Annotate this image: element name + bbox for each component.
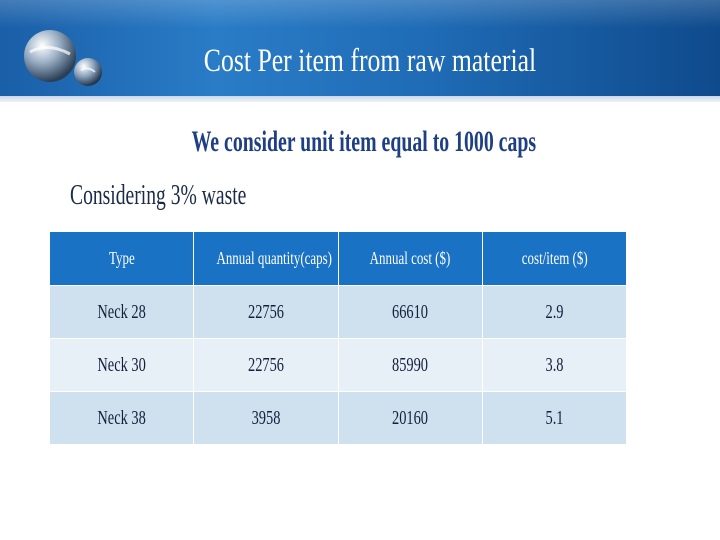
header-divider xyxy=(0,96,720,102)
header-annual-cost: Annual cost ($) xyxy=(337,231,483,286)
slide-subtitle: We consider unit item equal to 1000 caps xyxy=(191,125,537,158)
page-title: Cost Per item from raw material xyxy=(203,43,537,79)
cell-quantity: 22756 xyxy=(193,338,339,392)
waste-note: Considering 3% waste xyxy=(70,180,247,211)
cost-table: Type Annual quantity(caps) Annual cost (… xyxy=(48,231,628,445)
table-row: Neck 28 22756 66610 2.9 xyxy=(48,285,628,339)
header-annual-quantity: Annual quantity(caps) xyxy=(193,231,339,286)
cell-quantity: 3958 xyxy=(193,391,339,445)
cell-cost-per-item: 5.1 xyxy=(481,391,628,445)
cell-cost: 20160 xyxy=(337,391,483,445)
table-header-row: Type Annual quantity(caps) Annual cost (… xyxy=(48,231,628,286)
cell-cost: 66610 xyxy=(337,285,483,339)
cell-type: Neck 38 xyxy=(48,391,195,445)
cell-cost-per-item: 2.9 xyxy=(481,285,628,339)
slide-header: Cost Per item from raw material xyxy=(0,0,720,96)
table-row: Neck 30 22756 85990 3.8 xyxy=(48,338,628,392)
cell-quantity: 22756 xyxy=(193,285,339,339)
table-row: Neck 38 3958 20160 5.1 xyxy=(48,391,628,445)
cell-type: Neck 28 xyxy=(48,285,195,339)
header-type: Type xyxy=(48,231,195,286)
globe-logo-icon xyxy=(24,30,102,86)
cell-cost: 85990 xyxy=(337,338,483,392)
header-sheen xyxy=(0,0,720,28)
cell-cost-per-item: 3.8 xyxy=(481,338,628,392)
cell-type: Neck 30 xyxy=(48,338,195,392)
header-cost-per-item: cost/item ($) xyxy=(481,231,628,286)
